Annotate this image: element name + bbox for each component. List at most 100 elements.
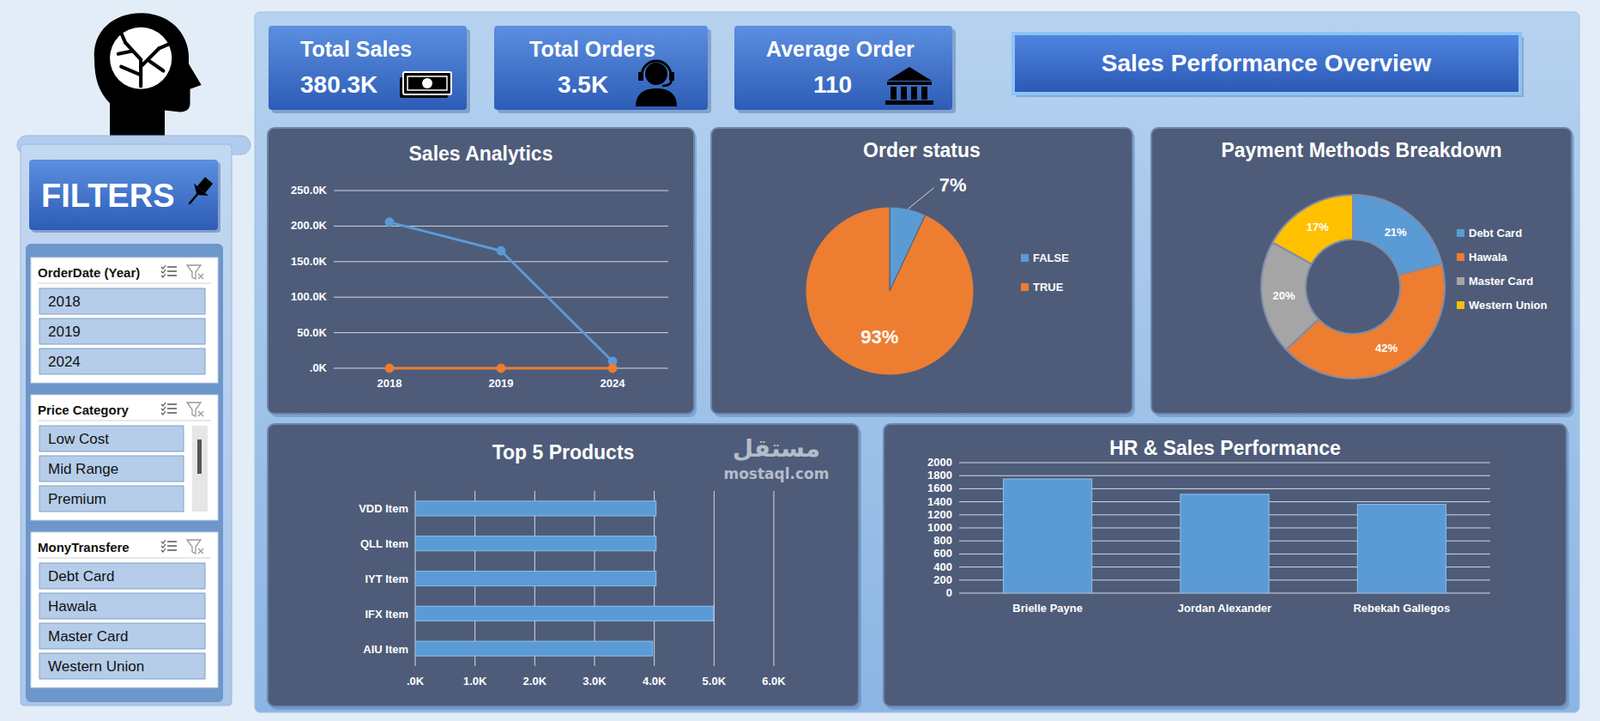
slicer-divider (37, 420, 212, 422)
leader-line (907, 187, 934, 210)
icon-check (161, 269, 166, 273)
title-banner (1013, 33, 1521, 94)
tick-label: 1000 (927, 520, 953, 534)
grid-line (773, 490, 775, 666)
clear-filter-icon (187, 265, 201, 279)
slicer-item[interactable] (39, 425, 184, 452)
tick-label: 5.0K (702, 674, 727, 688)
slicer-item[interactable] (39, 288, 206, 314)
sidebar-inner (25, 243, 224, 702)
kpi-value: 3.5K (557, 71, 609, 98)
slicer-item[interactable] (39, 455, 184, 482)
bar (1003, 478, 1093, 593)
slicer-item-label[interactable]: 2024 (48, 353, 81, 370)
kpi-card (734, 25, 953, 110)
panel (711, 127, 1133, 414)
tick-label: QLL Item (360, 537, 409, 550)
chart-title: Order status (863, 138, 981, 162)
agent-body (635, 88, 677, 107)
donut-slice (1272, 194, 1353, 265)
tick-label: 100.0K (290, 289, 328, 303)
panel (267, 423, 859, 707)
icon-check (161, 548, 166, 552)
kpi-label: Average Order (766, 36, 915, 61)
brain-branch (158, 43, 169, 49)
grid-line (713, 490, 715, 666)
chart-title: Sales Analytics (409, 142, 554, 165)
bank-column (900, 86, 907, 100)
pin-needle (188, 193, 198, 205)
plot-marks (385, 217, 617, 373)
kpi-label: Total Orders (529, 36, 656, 61)
bank-column (890, 86, 897, 100)
tick-label: 2.0K (523, 674, 548, 688)
tick-label: 2019 (489, 376, 514, 390)
brain-branch (149, 60, 164, 71)
tick-label: 2024 (600, 376, 627, 390)
legend-label: TRUE (1032, 280, 1064, 294)
slicer-item-label[interactable]: 2018 (48, 293, 81, 310)
icon-line (167, 540, 177, 543)
data-label: 7% (939, 174, 967, 196)
slicer-divider (37, 283, 212, 284)
legend-label: Western Union (1468, 298, 1548, 312)
slicer-item-label[interactable]: Western Union (48, 658, 145, 675)
data-label: 17% (1306, 220, 1329, 234)
slicer-item[interactable] (39, 318, 206, 345)
bar (1357, 504, 1446, 593)
multi-select-icon (161, 402, 177, 415)
legend-label: Debt Card (1468, 226, 1522, 240)
legend-label: FALSE (1032, 251, 1069, 265)
line-series (389, 222, 613, 362)
kpi-card (494, 25, 708, 110)
grid-line (333, 260, 669, 262)
watermark: مستقل (732, 434, 821, 463)
slicer-title: OrderDate (Year) (37, 265, 140, 280)
agent-head (645, 62, 668, 85)
kpi-value: 110 (813, 71, 852, 98)
legend-swatch (1456, 253, 1465, 261)
slicer-item[interactable] (39, 592, 206, 619)
grid-line (959, 462, 1491, 464)
grid-line (333, 225, 669, 227)
scrollbar (192, 425, 208, 512)
icon-check (161, 273, 166, 278)
slicer-item-label[interactable]: Hawala (48, 597, 97, 615)
panel (1151, 127, 1572, 414)
icon-check (161, 402, 166, 406)
slicer-item-label[interactable]: Mid Range (48, 460, 119, 477)
slicer-item[interactable] (39, 622, 206, 649)
scroll-thumb[interactable] (197, 439, 202, 474)
bar (415, 501, 657, 516)
icon-check (161, 410, 166, 415)
bank-base (885, 100, 934, 105)
tick-label: .0K (406, 674, 425, 688)
slicer-item-label[interactable]: Premium (48, 490, 107, 508)
line-marker (385, 217, 394, 227)
bar (415, 640, 653, 656)
main-area (254, 12, 1580, 713)
slicer-item-label[interactable]: Low Cost (48, 430, 109, 447)
slicer-item[interactable] (39, 348, 206, 375)
money-icon (399, 72, 452, 98)
slicer-item[interactable] (39, 562, 206, 589)
bank-roof (887, 66, 932, 81)
bar (415, 536, 657, 551)
slicer-item-label[interactable]: Master Card (48, 627, 129, 645)
dashboard: FILTERSOrderDate (Year)201820192024Price… (0, 0, 1600, 721)
slicer-item-label[interactable]: Debt Card (48, 567, 115, 585)
icon-line (167, 411, 177, 414)
tick-label: 250.0K (290, 183, 328, 197)
donut-slice (1352, 194, 1443, 275)
icon-line (167, 274, 177, 277)
kpi-label: Total Sales (300, 36, 412, 61)
line-marker (496, 363, 506, 373)
slicer-item-label[interactable]: 2019 (48, 323, 81, 340)
icon-line (167, 403, 177, 405)
pin-icon (181, 174, 217, 211)
slicer-item[interactable] (39, 652, 206, 679)
headset (641, 60, 671, 76)
chart-title: HR & Sales Performance (1109, 436, 1341, 459)
data-label: 21% (1384, 225, 1407, 239)
slicer-item[interactable] (39, 485, 184, 512)
